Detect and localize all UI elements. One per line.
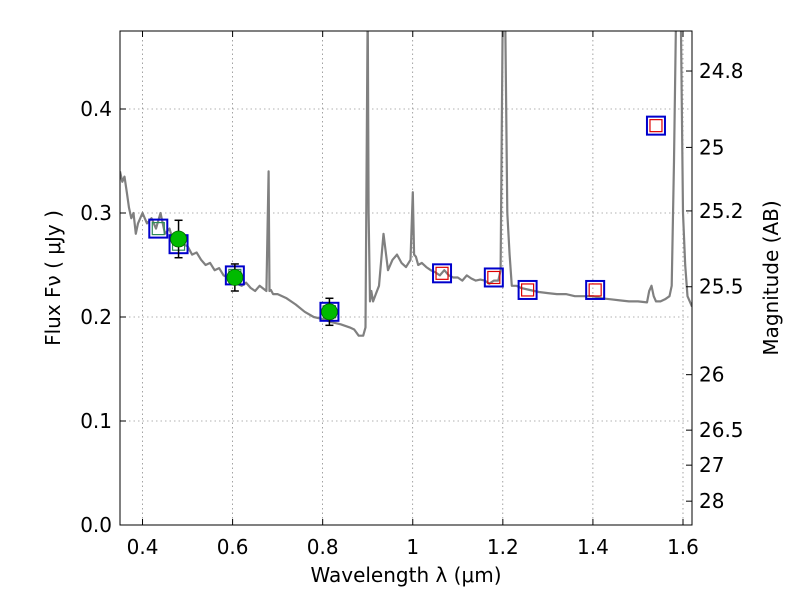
mag-tick-label: 26 (699, 363, 724, 387)
mag-tick-label: 25.2 (699, 199, 744, 223)
model-point-ir-inner (649, 119, 663, 133)
model-point-ir-outer (432, 263, 453, 284)
mag-tick-label: 26.5 (699, 418, 744, 442)
x-tick-label: 0.4 (127, 535, 159, 559)
y-tick-label: 0.4 (80, 97, 112, 121)
model-point-ir-inner (588, 283, 602, 297)
y-tick-label: 0.3 (80, 201, 112, 225)
y-tick-label: 0.2 (80, 305, 112, 329)
x-tick-label: 1.6 (667, 535, 699, 559)
mag-tick-label: 25.5 (699, 275, 744, 299)
model-point-ir-inner (521, 283, 535, 297)
data-markers (148, 115, 666, 327)
model-point-ir-inner (435, 266, 449, 280)
x-tick-label: 1.2 (487, 535, 519, 559)
y-axis-label: Flux Fν ( μJy ) (41, 210, 65, 346)
y-tick-label: 0.0 (80, 513, 112, 537)
y-tick-label: 0.1 (80, 409, 112, 433)
x-tick-label: 0.8 (307, 535, 339, 559)
model-spectrum-line (120, 31, 692, 337)
x-axis-label: Wavelength λ (μm) (310, 563, 501, 587)
x-tick-label: 1 (406, 535, 419, 559)
model-point-ir-outer (517, 279, 538, 300)
model-point-ir-outer (585, 279, 606, 300)
observed-point (321, 303, 338, 321)
axis-ticks: 0.4 0.6 0.8 1 1.2 1.4 1.6 0.0 0.1 0.2 0.3 0.4 24.8 25… (80, 31, 744, 559)
model-point-ir-inner (487, 270, 501, 285)
model-point-optical-inner (151, 222, 165, 236)
observed-point (170, 230, 187, 248)
mag-tick-label: 24.8 (699, 59, 744, 83)
model-point-optical-outer (148, 218, 169, 239)
mag-tick-label: 25 (699, 135, 724, 159)
plot-frame (119, 30, 693, 526)
model-point-ir-outer (645, 115, 666, 136)
y-axis-right-label: Magnitude (AB) (759, 200, 783, 355)
mag-tick-label: 27 (699, 453, 724, 477)
x-tick-label: 1.4 (577, 535, 609, 559)
mag-tick-label: 28 (699, 489, 724, 513)
x-tick-label: 0.6 (217, 535, 249, 559)
observed-point (226, 269, 244, 286)
grid-lines (120, 31, 692, 526)
model-point-ir-outer (483, 267, 504, 288)
